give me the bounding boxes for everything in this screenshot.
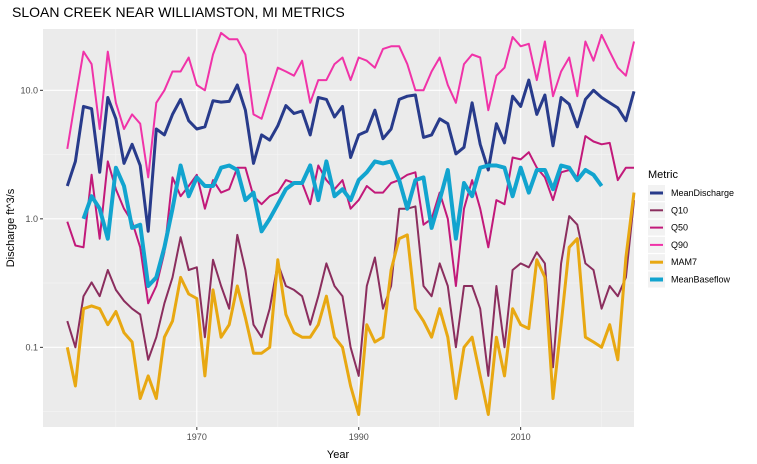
legend-label: Q50: [671, 223, 688, 233]
legend-label: MAM7: [671, 257, 697, 267]
y-tick-label: 1.0: [25, 214, 38, 224]
y-tick-label: 0.1: [25, 342, 38, 352]
grid-major: [43, 29, 634, 427]
legend-label: Q90: [671, 240, 688, 250]
y-tick-label: 10.0: [20, 85, 38, 95]
series-line-q10: [66, 199, 635, 377]
x-tick-label: 2010: [511, 432, 531, 442]
legend: Metric MeanDischarge Q10 Q50 Q90 MAM7 MeanBas…: [648, 169, 734, 288]
legend-label: Q10: [671, 205, 688, 215]
legend-items: MeanDischarge Q10 Q50 Q90 MAM7 MeanBaseflow: [648, 185, 734, 288]
series-layer: [65, 31, 636, 416]
chart-title: SLOAN CREEK NEAR WILLIAMSTON, MI METRICS: [12, 4, 345, 20]
legend-title: Metric: [648, 169, 678, 181]
x-tick-label: 1970: [187, 432, 207, 442]
series-line-meanbaseflow: [81, 159, 604, 288]
grid-minor: [43, 29, 634, 427]
y-axis-title: Discharge ft^3/s: [5, 188, 17, 267]
x-axis-title: Year: [327, 449, 350, 461]
legend-label: MeanBaseflow: [671, 275, 731, 285]
series-line-meandischarge: [65, 78, 636, 233]
series-line-q90: [66, 31, 635, 179]
series-line-mam7: [65, 192, 636, 416]
x-axis: 1970 1990 2010: [187, 427, 531, 442]
legend-label: MeanDischarge: [671, 188, 734, 198]
y-axis: 0.1 1.0 10.0: [20, 85, 43, 352]
x-tick-label: 1990: [349, 432, 369, 442]
